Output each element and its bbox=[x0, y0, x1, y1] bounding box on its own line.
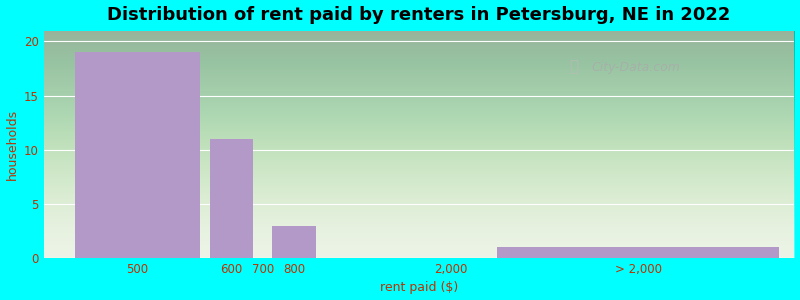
Bar bbox=[498, 247, 779, 258]
Text: ⌕: ⌕ bbox=[570, 59, 578, 74]
Bar bbox=[210, 139, 254, 258]
Text: City-Data.com: City-Data.com bbox=[592, 61, 681, 74]
X-axis label: rent paid ($): rent paid ($) bbox=[380, 281, 458, 294]
Bar bbox=[75, 52, 200, 258]
Title: Distribution of rent paid by renters in Petersburg, NE in 2022: Distribution of rent paid by renters in … bbox=[107, 6, 731, 24]
Y-axis label: households: households bbox=[6, 109, 18, 180]
Bar bbox=[272, 226, 316, 258]
